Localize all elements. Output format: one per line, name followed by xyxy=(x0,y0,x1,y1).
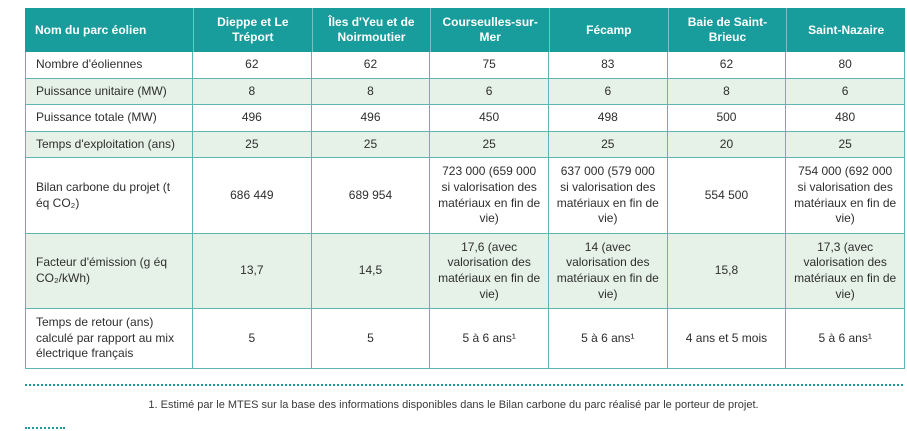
table-cell: 5 à 6 ans¹ xyxy=(548,309,668,369)
dotted-separator xyxy=(25,384,903,386)
table-row-bilan-carbone: Bilan carbone du projet (t éq CO₂) 686 4… xyxy=(25,158,905,234)
table-cell: 5 à 6 ans¹ xyxy=(430,309,549,369)
table-cell: 17,3 (avec valorisation des matériaux en… xyxy=(786,233,905,310)
dotted-separator-bottom xyxy=(25,427,65,429)
wind-farm-table-container: Nom du parc éolien Dieppe et Le Tréport … xyxy=(25,8,905,369)
table-cell: 5 à 6 ans¹ xyxy=(786,309,905,369)
column-header-fecamp: Fécamp xyxy=(548,8,668,52)
row-label: Bilan carbone du projet (t éq CO₂) xyxy=(25,158,193,234)
column-header-park-name: Nom du parc éolien xyxy=(25,8,193,52)
table-cell: 6 xyxy=(548,78,668,106)
table-cell: 15,8 xyxy=(667,233,787,310)
table-cell: 480 xyxy=(786,105,905,132)
table-cell: 5 xyxy=(311,309,431,369)
table-row-temps-de-retour: Temps de retour (ans) calculé par rappor… xyxy=(25,309,905,369)
table-cell: 8 xyxy=(667,78,787,106)
table-cell: 6 xyxy=(430,78,549,106)
row-label: Nombre d'éoliennes xyxy=(25,52,193,79)
column-header-iles-dyeu-noirmoutier: Îles d'Yeu et de Noirmoutier xyxy=(311,8,431,52)
table-row-temps-exploitation: Temps d'exploitation (ans) 25 25 25 25 2… xyxy=(25,131,905,159)
table-cell: 754 000 (692 000 si valorisation des mat… xyxy=(786,158,905,234)
table-row-facteur-emission: Facteur d'émission (g éq CO₂/kWh) 13,7 1… xyxy=(25,233,905,310)
table-cell: 25 xyxy=(786,131,905,159)
table-cell: 8 xyxy=(311,78,431,106)
header-row: Nom du parc éolien Dieppe et Le Tréport … xyxy=(25,8,905,52)
table-cell: 17,6 (avec valorisation des matériaux en… xyxy=(430,233,549,310)
row-label: Temps de retour (ans) calculé par rappor… xyxy=(25,309,193,369)
column-header-saint-nazaire: Saint-Nazaire xyxy=(786,8,905,52)
table-cell: 62 xyxy=(667,52,787,79)
table-cell: 689 954 xyxy=(311,158,431,234)
row-label: Puissance unitaire (MW) xyxy=(25,78,193,106)
table-cell: 14,5 xyxy=(311,233,431,310)
table-cell: 4 ans et 5 mois xyxy=(667,309,787,369)
table-cell: 25 xyxy=(193,131,312,159)
table-row-puissance-totale: Puissance totale (MW) 496 496 450 498 50… xyxy=(25,105,905,132)
row-label: Temps d'exploitation (ans) xyxy=(25,131,193,159)
table-cell: 6 xyxy=(786,78,905,106)
table-cell: 14 (avec valorisation des matériaux en f… xyxy=(548,233,668,310)
table-row-nombre-eoliennes: Nombre d'éoliennes 62 62 75 83 62 80 xyxy=(25,52,905,79)
table-row-puissance-unitaire: Puissance unitaire (MW) 8 8 6 6 8 6 xyxy=(25,78,905,106)
column-header-dieppe-le-treport: Dieppe et Le Tréport xyxy=(193,8,312,52)
row-label: Facteur d'émission (g éq CO₂/kWh) xyxy=(25,233,193,310)
table-cell: 450 xyxy=(430,105,549,132)
footnote-text: 1. Estimé par le MTES sur la base des in… xyxy=(148,399,759,411)
table-cell: 498 xyxy=(548,105,668,132)
table-cell: 637 000 (579 000 si valorisation des mat… xyxy=(548,158,668,234)
table-cell: 13,7 xyxy=(193,233,312,310)
table-cell: 723 000 (659 000 si valorisation des mat… xyxy=(430,158,549,234)
wind-farm-comparison-table: Nom du parc éolien Dieppe et Le Tréport … xyxy=(25,8,905,369)
table-cell: 62 xyxy=(311,52,431,79)
table-cell: 20 xyxy=(667,131,787,159)
table-cell: 83 xyxy=(548,52,668,79)
table-cell: 25 xyxy=(311,131,431,159)
table-cell: 496 xyxy=(193,105,312,132)
column-header-courseulles-sur-mer: Courseulles-sur-Mer xyxy=(430,8,549,52)
table-cell: 496 xyxy=(311,105,431,132)
row-label: Puissance totale (MW) xyxy=(25,105,193,132)
table-cell: 25 xyxy=(548,131,668,159)
table-cell: 25 xyxy=(430,131,549,159)
table-cell: 554 500 xyxy=(667,158,787,234)
table-cell: 8 xyxy=(193,78,312,106)
table-cell: 500 xyxy=(667,105,787,132)
table-cell: 5 xyxy=(193,309,312,369)
table-cell: 686 449 xyxy=(193,158,312,234)
table-cell: 80 xyxy=(786,52,905,79)
column-header-baie-de-saint-brieuc: Baie de Saint-Brieuc xyxy=(667,8,787,52)
table-cell: 75 xyxy=(430,52,549,79)
table-cell: 62 xyxy=(193,52,312,79)
